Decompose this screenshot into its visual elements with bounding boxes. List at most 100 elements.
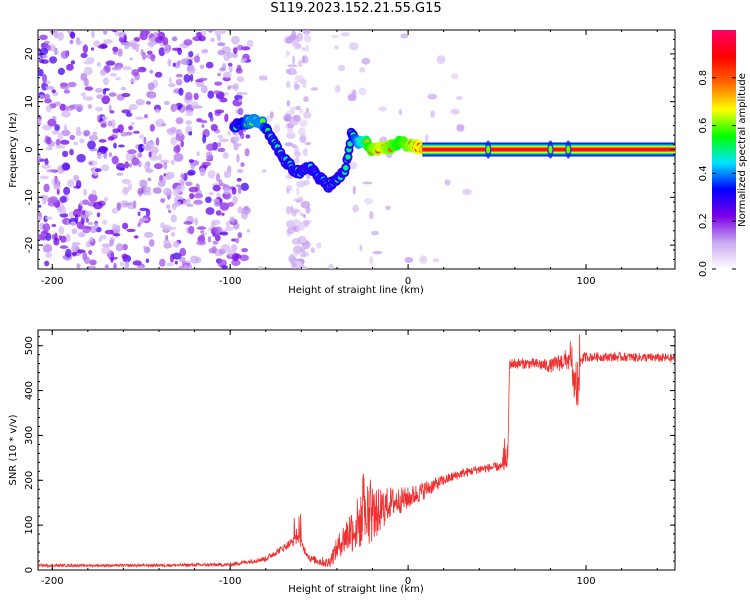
noise-blob bbox=[49, 56, 58, 64]
noise-blob bbox=[302, 55, 306, 63]
noise-blob bbox=[99, 146, 109, 152]
noise-blob bbox=[59, 245, 69, 249]
noise-blob bbox=[113, 142, 117, 149]
noise-blob bbox=[222, 152, 229, 159]
noise-blob bbox=[74, 213, 79, 223]
noise-blob bbox=[288, 255, 296, 263]
noise-blob bbox=[186, 203, 194, 207]
noise-blob bbox=[302, 84, 307, 88]
noise-blob bbox=[297, 59, 303, 68]
noise-blob bbox=[44, 158, 49, 167]
noise-blob bbox=[210, 37, 215, 42]
noise-blob bbox=[104, 229, 115, 235]
noise-blob bbox=[44, 260, 50, 267]
colorbar-ticks: 0.0 0.2 0.4 0.6 0.8 bbox=[698, 70, 736, 277]
noise-blob bbox=[200, 85, 208, 94]
noise-blob bbox=[385, 205, 391, 210]
noise-blob bbox=[235, 237, 240, 244]
noise-blob bbox=[207, 90, 214, 99]
noise-blob bbox=[372, 250, 383, 255]
noise-blob bbox=[299, 134, 307, 144]
noise-blob bbox=[217, 259, 227, 267]
noise-blob bbox=[236, 92, 244, 96]
noise-blob bbox=[246, 229, 251, 233]
noise-blob bbox=[219, 202, 230, 211]
noise-blob bbox=[100, 123, 107, 128]
noise-blob bbox=[170, 214, 177, 223]
noise-blob bbox=[231, 238, 236, 242]
noise-blob bbox=[219, 183, 226, 187]
noise-blob bbox=[54, 176, 58, 185]
noise-blob bbox=[103, 30, 108, 35]
noise-blob bbox=[39, 47, 49, 56]
noise-blob bbox=[168, 77, 172, 84]
noise-blob bbox=[223, 187, 231, 195]
y-tick-label: 0 bbox=[24, 567, 35, 573]
noise-blob bbox=[261, 169, 267, 173]
noise-blob bbox=[137, 211, 141, 217]
noise-blob bbox=[81, 199, 90, 205]
noise-blob bbox=[166, 262, 174, 267]
noise-blob bbox=[51, 223, 57, 228]
noise-blob bbox=[214, 109, 225, 114]
noise-blob bbox=[94, 88, 103, 93]
noise-blob bbox=[451, 73, 459, 80]
noise-blob bbox=[124, 161, 129, 169]
disturbance-core bbox=[548, 145, 553, 154]
noise-blob bbox=[205, 207, 215, 215]
noise-blob bbox=[242, 91, 248, 96]
noise-blob bbox=[89, 161, 93, 165]
noise-blob bbox=[193, 105, 203, 109]
noise-blob bbox=[104, 264, 109, 269]
noise-blob bbox=[127, 149, 137, 155]
noise-blob bbox=[334, 45, 339, 50]
noise-blob bbox=[338, 65, 345, 72]
noise-blob bbox=[51, 89, 56, 94]
noise-blob bbox=[283, 113, 293, 122]
noise-blob bbox=[207, 170, 216, 179]
noise-blob bbox=[53, 49, 59, 55]
noise-blob bbox=[172, 252, 182, 260]
noise-blob bbox=[166, 204, 171, 210]
noise-blob bbox=[60, 86, 70, 90]
noise-blob bbox=[91, 30, 95, 38]
noise-blob bbox=[108, 152, 113, 158]
noise-blob bbox=[96, 94, 104, 99]
noise-blob bbox=[167, 58, 172, 67]
noise-blob bbox=[60, 235, 67, 243]
noise-blob bbox=[59, 196, 67, 203]
noise-blob bbox=[54, 124, 60, 132]
noise-blob bbox=[217, 42, 226, 47]
noise-blob bbox=[88, 193, 98, 203]
noise-blob bbox=[436, 55, 446, 64]
noise-blob bbox=[301, 47, 307, 51]
noise-blob bbox=[73, 141, 79, 146]
noise-blob bbox=[74, 103, 84, 111]
noise-blob bbox=[450, 108, 460, 115]
noise-blob bbox=[172, 105, 178, 111]
noise-blob bbox=[171, 36, 178, 42]
noise-blob bbox=[180, 58, 190, 65]
noise-blob bbox=[63, 186, 71, 196]
noise-blob bbox=[173, 145, 181, 154]
noise-blob bbox=[430, 110, 435, 118]
noise-blob bbox=[232, 195, 238, 205]
noise-blob bbox=[80, 92, 84, 96]
noise-blob bbox=[137, 66, 147, 73]
noise-blob bbox=[300, 265, 309, 269]
noise-blob bbox=[69, 134, 76, 141]
noise-blob bbox=[60, 139, 70, 145]
noise-blob bbox=[207, 236, 212, 243]
noise-blob bbox=[102, 77, 110, 86]
noise-blob bbox=[286, 100, 291, 107]
noise-blob bbox=[178, 265, 184, 269]
noise-blob bbox=[173, 240, 180, 248]
noise-blob bbox=[128, 104, 138, 110]
noise-blob bbox=[178, 87, 184, 96]
noise-blob bbox=[188, 225, 195, 235]
noise-blob bbox=[44, 93, 50, 101]
noise-blob bbox=[142, 32, 146, 38]
noise-blob bbox=[61, 163, 71, 171]
x-tick-label: 100 bbox=[576, 576, 595, 587]
